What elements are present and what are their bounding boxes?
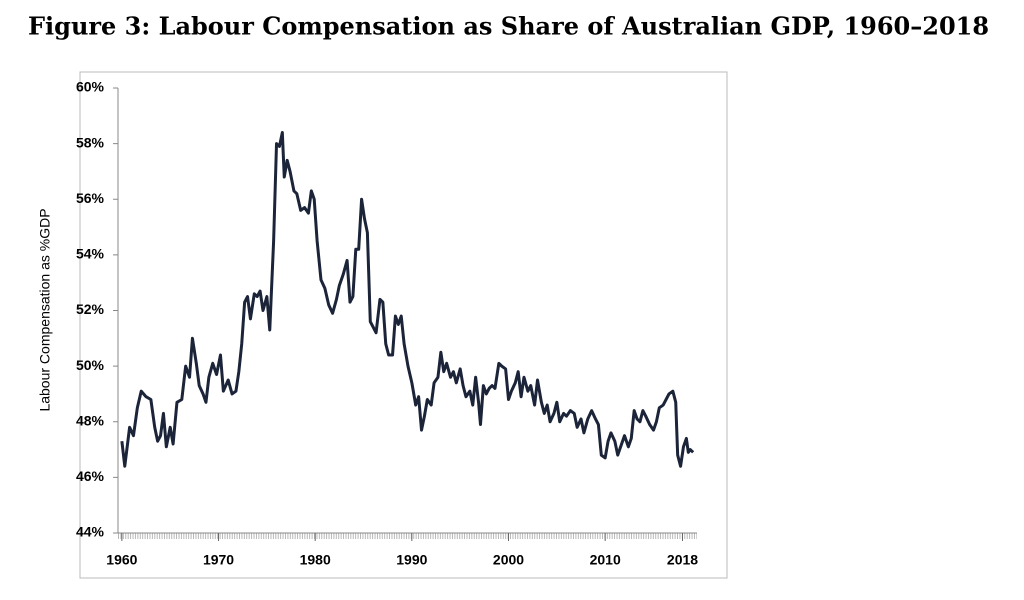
y-tick-label: 52% <box>76 301 105 317</box>
y-tick-label: 46% <box>76 468 105 484</box>
chart-title: Figure 3: Labour Compensation as Share o… <box>28 12 989 41</box>
x-tick-label: 1960 <box>106 552 137 568</box>
y-tick-label: 60% <box>76 79 105 95</box>
chart-frame <box>79 71 728 579</box>
data-line <box>120 131 695 468</box>
y-tick-label: 44% <box>76 524 105 540</box>
x-tick-label: 1970 <box>203 552 234 568</box>
y-tick-label: 54% <box>76 246 105 262</box>
x-tick-label: 1990 <box>396 552 427 568</box>
x-tick-label: 2000 <box>493 552 524 568</box>
x-tick-label: 1980 <box>300 552 331 568</box>
y-tick-label: 56% <box>76 190 105 206</box>
y-tick-label: 58% <box>76 134 105 150</box>
y-axis-label: Labour Compensation as %GDP <box>37 208 53 411</box>
y-tick-label: 50% <box>76 357 105 373</box>
x-tick-label: 2018 <box>667 552 698 568</box>
minor-ticks <box>118 533 697 539</box>
y-tick-label: 48% <box>76 412 105 428</box>
x-tick-label: 2010 <box>590 552 621 568</box>
